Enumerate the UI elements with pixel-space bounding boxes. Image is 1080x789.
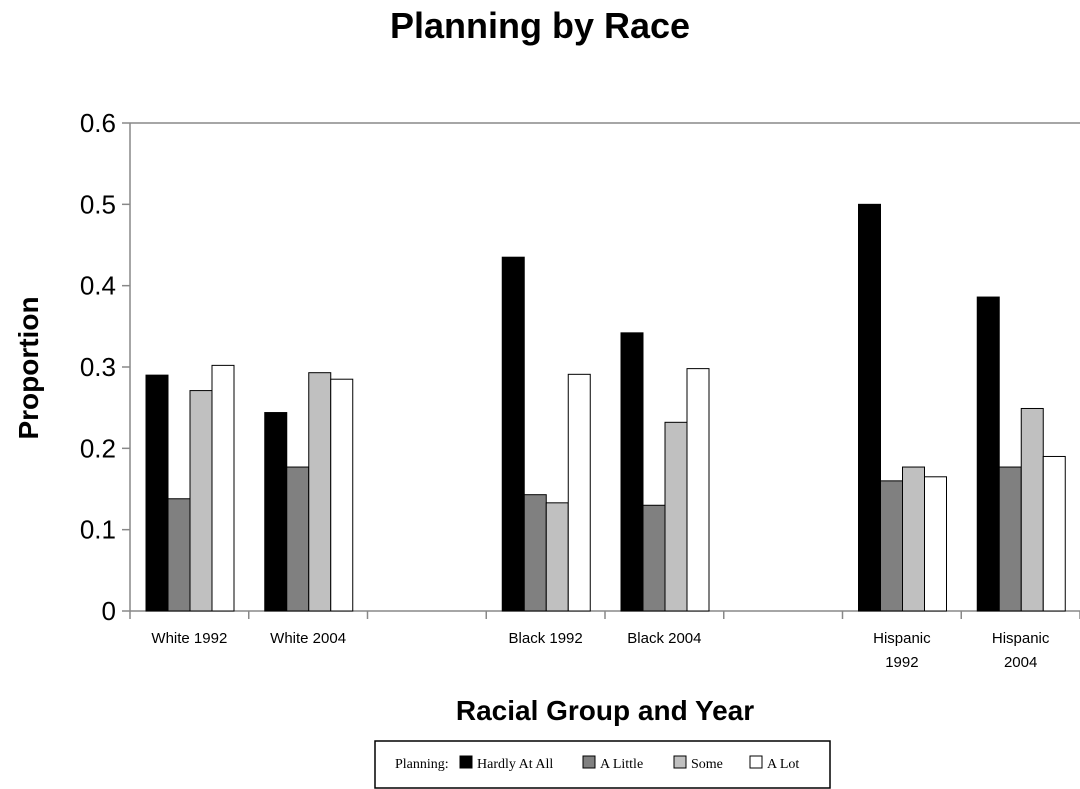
y-axis-title: Proportion — [13, 296, 44, 439]
y-tick-label: 0.5 — [80, 189, 116, 219]
bar-a-little — [523, 494, 547, 612]
bar-hardly-at-all — [264, 412, 288, 612]
legend-label: Some — [691, 757, 723, 772]
bar-hardly-at-all — [858, 203, 881, 612]
y-tick-label: 0 — [102, 596, 116, 626]
plot-area: 0 0.1 0.2 0.3 0.4 0.5 0.6 White 1992 White 2004 B… — [80, 108, 1080, 671]
chart-title: Planning by Race — [390, 5, 690, 46]
bar-a-lot — [211, 364, 235, 612]
y-tick-label: 0.3 — [80, 352, 116, 382]
x-tick-label: Hispanic — [873, 630, 931, 647]
bar-a-little — [642, 504, 666, 612]
bar-some — [1020, 407, 1044, 612]
bar-some — [902, 466, 925, 612]
bar-a-little — [167, 498, 191, 612]
legend-swatch — [673, 755, 687, 769]
x-tick-label: White 1992 — [151, 630, 227, 647]
legend-swatch — [582, 755, 596, 769]
bar-a-little — [880, 480, 903, 612]
y-tick-label: 0.4 — [80, 271, 116, 301]
legend-prefix: Planning: — [395, 757, 449, 772]
bar-a-lot — [924, 476, 947, 612]
legend-label: A Little — [600, 757, 643, 772]
bar-hardly-at-all — [620, 332, 644, 612]
bar-a-little — [286, 466, 310, 612]
legend: Planning: Hardly At All A Little Some A Lot — [374, 740, 831, 789]
bar-some — [189, 390, 213, 612]
bar-a-lot — [567, 373, 591, 612]
legend-label: Hardly At All — [477, 757, 553, 772]
bar-some — [545, 502, 569, 612]
y-tick-label: 0.1 — [80, 515, 116, 545]
bar-a-lot — [330, 378, 354, 612]
legend-swatch — [749, 755, 763, 769]
x-axis-title: Racial Group and Year — [456, 695, 754, 726]
x-tick-label: 1992 — [885, 654, 918, 671]
bar-some — [308, 372, 332, 612]
bar-some — [664, 421, 688, 612]
y-tick-label: 0.6 — [80, 108, 116, 138]
x-tick-label: White 2004 — [270, 630, 346, 647]
bar-a-lot — [1042, 455, 1066, 612]
bar-hardly-at-all — [501, 256, 525, 612]
x-tick-label: Black 1992 — [509, 630, 583, 647]
bar-a-lot — [686, 368, 710, 612]
bar-hardly-at-all — [145, 374, 169, 612]
bar-a-little — [998, 466, 1022, 612]
y-tick-label: 0.2 — [80, 433, 116, 463]
legend-label: A Lot — [767, 757, 799, 772]
legend-swatch — [459, 755, 473, 769]
x-tick-label: Black 2004 — [627, 630, 701, 647]
x-tick-label: Hispanic — [992, 630, 1050, 647]
x-tick-label: 2004 — [1004, 654, 1037, 671]
bar-hardly-at-all — [976, 296, 1000, 612]
